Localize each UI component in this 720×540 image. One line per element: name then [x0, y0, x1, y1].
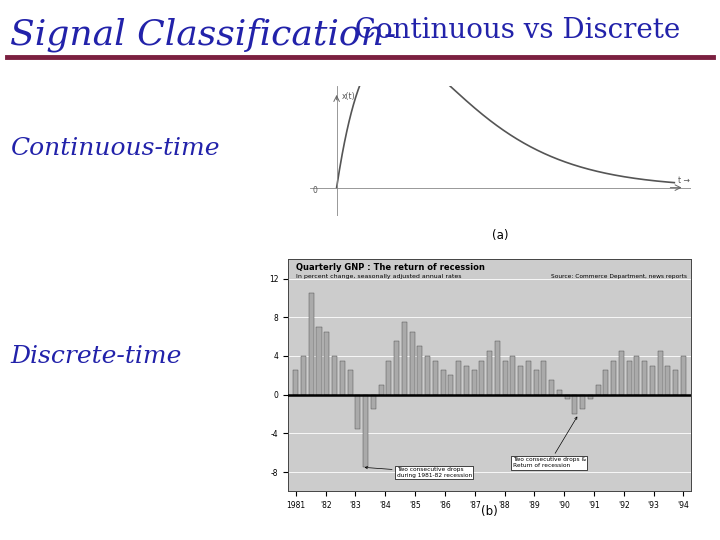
Bar	[425, 356, 430, 395]
Text: Discrete-time: Discrete-time	[10, 345, 181, 368]
Bar	[487, 351, 492, 395]
Text: x(t): x(t)	[342, 92, 355, 100]
Bar	[371, 395, 376, 409]
Bar	[418, 346, 423, 395]
Bar	[309, 293, 314, 395]
Bar	[657, 351, 662, 395]
Text: t →: t →	[678, 176, 690, 185]
Bar	[510, 356, 516, 395]
Text: Signal Classification-: Signal Classification-	[10, 17, 396, 52]
Bar	[332, 356, 337, 395]
Bar	[557, 390, 562, 395]
Bar	[503, 361, 508, 395]
Text: Source: Commerce Department, news reports: Source: Commerce Department, news report…	[552, 274, 687, 279]
Bar	[603, 370, 608, 395]
Bar	[588, 395, 593, 400]
Bar	[611, 361, 616, 395]
Bar	[480, 361, 485, 395]
Bar	[340, 361, 345, 395]
Text: 0: 0	[313, 186, 318, 195]
Bar	[355, 395, 360, 429]
Bar	[379, 385, 384, 395]
Bar	[402, 322, 407, 395]
Bar	[541, 361, 546, 395]
Bar	[394, 341, 399, 395]
Bar	[634, 356, 639, 395]
Bar	[534, 370, 539, 395]
Bar	[572, 395, 577, 414]
Bar	[441, 370, 446, 395]
Bar	[626, 361, 631, 395]
Text: (a): (a)	[492, 230, 508, 242]
Bar	[549, 380, 554, 395]
Bar	[564, 395, 570, 400]
Bar	[433, 361, 438, 395]
Bar	[673, 370, 678, 395]
Bar	[324, 332, 329, 395]
Text: Two consecutive drops &
Return of recession: Two consecutive drops & Return of recess…	[513, 417, 586, 468]
Text: Continuous vs Discrete: Continuous vs Discrete	[346, 17, 680, 44]
Bar	[580, 395, 585, 409]
Bar	[518, 366, 523, 395]
Bar	[348, 370, 353, 395]
Bar	[526, 361, 531, 395]
Text: (b): (b)	[481, 505, 498, 518]
Bar	[317, 327, 322, 395]
Bar	[449, 375, 454, 395]
Bar	[495, 341, 500, 395]
Bar	[464, 366, 469, 395]
Bar	[650, 366, 655, 395]
Bar	[301, 356, 306, 395]
Bar	[387, 361, 392, 395]
Bar	[619, 351, 624, 395]
Bar	[665, 366, 670, 395]
Bar	[293, 370, 298, 395]
Text: Quarterly GNP : The return of recession: Quarterly GNP : The return of recession	[296, 262, 485, 272]
Bar	[456, 361, 461, 395]
Bar	[472, 370, 477, 395]
Bar	[681, 356, 686, 395]
Text: In percent change, seasonally adjusted annual rates: In percent change, seasonally adjusted a…	[296, 274, 462, 279]
Text: Two consecutive drops
during 1981-82 recession: Two consecutive drops during 1981-82 rec…	[365, 467, 472, 478]
Text: Continuous-time: Continuous-time	[10, 137, 220, 160]
Bar	[642, 361, 647, 395]
Bar	[595, 385, 600, 395]
Bar	[410, 332, 415, 395]
Bar	[363, 395, 368, 467]
